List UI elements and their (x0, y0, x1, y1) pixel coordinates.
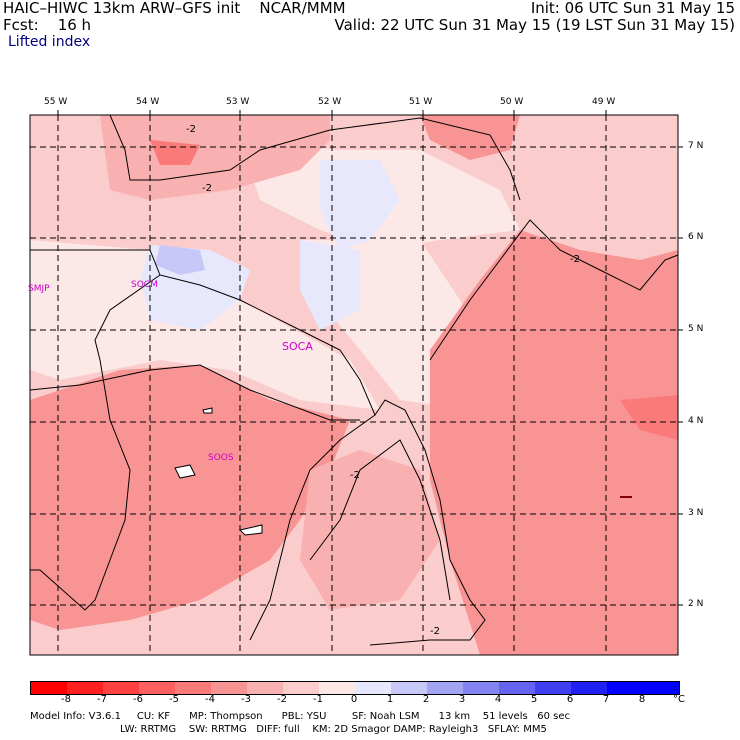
lon-label-55w: 55 W (44, 97, 68, 107)
colorbar-cell (103, 682, 139, 694)
forecast-hour: Fcst: 16 h (3, 16, 92, 34)
colorbar-cell (463, 682, 499, 694)
negative-core-north (150, 140, 200, 165)
contour-island-2 (239, 524, 263, 536)
contour-label-5: -2 (430, 626, 440, 637)
lat-label-4n: 4 N (688, 416, 704, 426)
lon-label-53w: 53 W (226, 97, 250, 107)
model-info-line1: Model Info: V3.6.1 CU: KF MP: Thompson P… (30, 711, 570, 722)
station-soca: SOCA (282, 340, 313, 353)
colorbar-cell (607, 682, 643, 694)
lon-label-51w: 51 W (409, 97, 433, 107)
lat-label-5n: 5 N (688, 324, 704, 334)
station-soos: SOOS (208, 453, 234, 463)
lon-label-49w: 49 W (592, 97, 616, 107)
contour-north (109, 114, 521, 201)
negative-zone-northwest (100, 115, 330, 200)
station-smjp: SMJP (28, 284, 50, 294)
model-title: HAIC–HIWC 13km ARW–GFS init NCAR/MMM (3, 0, 346, 17)
lat-label-2n: 2 N (688, 599, 704, 609)
negative-core-east (620, 395, 678, 440)
colorbar-cell (31, 682, 67, 694)
colorbar-label: 3 (458, 694, 466, 705)
lat-label-7n: 7 N (688, 141, 704, 151)
init-time: Init: 06 UTC Sun 31 May 15 (530, 0, 735, 17)
colorbar-cell (571, 682, 607, 694)
model-info-line2: LW: RRTMG SW: RRTMG DIFF: full KM: 2D Sm… (120, 724, 547, 735)
colorbar-cell (67, 682, 103, 694)
colorbar-label: 4 (494, 694, 502, 705)
contour-south (309, 439, 451, 601)
positive-zone-north (320, 160, 400, 250)
border-suriname-guiana (249, 414, 376, 641)
contour-label-4: -2 (350, 470, 360, 481)
negative-zone-east (430, 230, 678, 655)
lon-label-54w: 54 W (136, 97, 160, 107)
coastline (30, 249, 486, 646)
colorbar-cell (499, 682, 535, 694)
station-socm: SOCM (131, 280, 158, 290)
positive-zone-center (300, 240, 360, 330)
colorbar (30, 681, 680, 695)
colorbar-label: -6 (133, 694, 143, 705)
colorbar-label: 5 (530, 694, 538, 705)
contour-label-2: -2 (202, 183, 212, 194)
lon-label-50w: 50 W (500, 97, 524, 107)
colorbar-label: -1 (313, 694, 323, 705)
lat-label-3n: 3 N (688, 508, 704, 518)
colorbar-cell (139, 682, 175, 694)
colorbar-cell (319, 682, 355, 694)
contour-island-1 (174, 464, 196, 479)
colorbar-cell (427, 682, 463, 694)
colorbar-label: -5 (169, 694, 179, 705)
colorbar-label: -3 (241, 694, 251, 705)
colorbar-cell (247, 682, 283, 694)
colorbar-cell (535, 682, 571, 694)
contour-label-1: -2 (186, 124, 196, 135)
colorbar-label: 7 (602, 694, 610, 705)
colorbar-cell (175, 682, 211, 694)
colorbar-label: -7 (97, 694, 107, 705)
colorbar-cell (643, 682, 679, 694)
field-name: Lifted index (8, 34, 91, 50)
colorbar-unit: °C (673, 694, 685, 705)
negative-zone-northeast (420, 115, 520, 160)
contour-island-3 (202, 407, 213, 414)
colorbar-label: 6 (566, 694, 574, 705)
negative-zone-southwest (30, 365, 350, 630)
valid-time: Valid: 22 UTC Sun 31 May 15 (19 LST Sun … (334, 16, 735, 34)
top-ticks (57, 110, 683, 606)
colorbar-label: 1 (386, 694, 394, 705)
positive-core (155, 245, 205, 275)
colorbar-cell (211, 682, 247, 694)
colorbar-cell (391, 682, 427, 694)
contour-coast (29, 364, 360, 421)
border-suriname-guyana (30, 274, 161, 611)
lon-label-52w: 52 W (318, 97, 342, 107)
colorbar-label: 8 (638, 694, 646, 705)
lat-label-6n: 6 N (688, 232, 704, 242)
colorbar-cell (355, 682, 391, 694)
colorbar-label: 0 (350, 694, 358, 705)
contour-east (429, 219, 679, 361)
map-frame (29, 114, 679, 656)
contour-label-3: -2 (570, 254, 580, 265)
colorbar-cell (283, 682, 319, 694)
colorbar-label: 2 (422, 694, 430, 705)
colorbar-label: -8 (61, 694, 71, 705)
graticule (30, 115, 678, 655)
colorbar-label: -4 (205, 694, 215, 705)
colorbar-label: -2 (277, 694, 287, 705)
negative-zone-south (300, 450, 440, 610)
